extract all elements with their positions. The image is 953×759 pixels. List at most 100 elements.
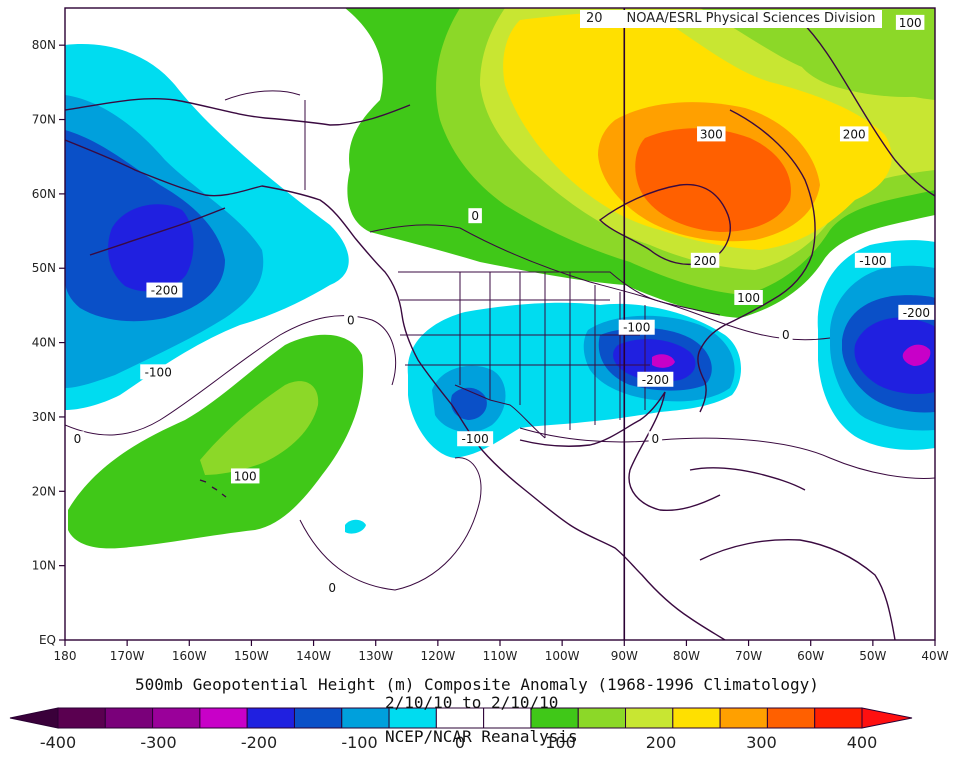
date-range: 2/10/10 to 2/10/10 (385, 693, 559, 712)
contour-label: -100 (623, 321, 650, 335)
coast-aleutians (89, 207, 226, 256)
contour-label-box (779, 327, 793, 343)
contour-label: 100 (234, 469, 257, 483)
lon-tick-label: 70W (735, 649, 762, 663)
latitude-axis: EQ 10N 20N 30N 40N 50N 60N 70N 80N (32, 38, 65, 647)
border-us-canada (398, 271, 721, 316)
lon-tick-label: 160W (172, 649, 207, 663)
contour-label-box (898, 304, 935, 320)
lon-tick-label: 140W (296, 649, 331, 663)
colorbar-segment (672, 707, 721, 729)
contour-label-box (734, 289, 763, 305)
contour-label-box (230, 468, 260, 484)
contour-label: 200 (843, 127, 866, 141)
lon-tick-label: 130W (358, 649, 393, 663)
us-trough-300-se (652, 354, 675, 368)
contour-label-box (697, 126, 726, 142)
contour-label: 0 (347, 313, 355, 327)
contour-label: -200 (151, 284, 178, 298)
lon-tick-label: 100W (545, 649, 580, 663)
contour-label-box (637, 371, 674, 387)
coast-alaska-north (65, 97, 411, 126)
credit-text: NOAA/ESRL Physical Sciences Division (626, 11, 876, 26)
lat-tick-label: 20N (32, 484, 56, 498)
pacific-pos-150 (200, 381, 319, 475)
lat-tick-label: EQ (39, 633, 56, 647)
contour-zero-west (65, 315, 397, 436)
contour-label: -200 (642, 373, 669, 387)
contour-label: 0 (328, 581, 336, 595)
contour-label-box (140, 364, 177, 380)
contour-label: -100 (145, 365, 172, 379)
lon-tick-label: 120W (420, 649, 455, 663)
gulf-alaska-trough-250 (108, 204, 194, 292)
colorbar-segment (341, 707, 390, 729)
contour-label: 0 (74, 432, 82, 446)
colorbar-segment (246, 707, 295, 729)
colorbar-min-arrow (9, 707, 59, 729)
contour-label-box (618, 319, 655, 335)
border-state-grid (400, 272, 650, 438)
negative-anomaly-fields (65, 44, 935, 534)
contour-label-box (457, 431, 494, 447)
coast-gulf-mexico (519, 391, 721, 512)
contour-label-box (690, 252, 720, 268)
colorbar-segment (766, 707, 816, 729)
colorbar-segment (104, 707, 154, 729)
credit-banner: 20 NOAA/ESRL Physical Sciences Division (580, 10, 882, 28)
lat-tick-label: 30N (32, 410, 56, 424)
contour-label-box (839, 126, 869, 142)
atlantic-trough-300 (902, 344, 931, 366)
colorbar-segment (293, 707, 343, 729)
colorbar-tick-label: 400 (847, 733, 878, 752)
lat-tick-label: 80N (32, 38, 56, 52)
colorbar-segment (625, 707, 674, 729)
lat-tick-label: 40N (32, 336, 56, 350)
colorbar-tick-label: 100 (545, 733, 576, 752)
colorbar-tick-label: -400 (40, 733, 76, 752)
contour-labels: -200 -100 0 100 0 0 0 -100 -100 -200 0 300 200 100 0 20… (70, 14, 935, 595)
coast-south-america (699, 538, 896, 640)
lon-tick-label: 60W (797, 649, 824, 663)
colorbar-tick-label: 300 (746, 733, 777, 752)
coast-caribbean-islands (689, 467, 806, 491)
zero-contours (65, 90, 935, 591)
lon-tick-label: 50W (859, 649, 886, 663)
lon-tick-label: 40W (921, 649, 948, 663)
contour-label-box (895, 14, 925, 30)
coast-labrador-east (697, 109, 816, 413)
colorbar-segment (577, 707, 627, 729)
contour-label: 0 (782, 328, 790, 342)
contour-label-box (468, 208, 482, 224)
positive-anomaly-fields (68, 8, 935, 549)
lon-tick-label: 180 (54, 649, 77, 663)
coast-hudson-bay (598, 183, 731, 266)
contour-zero-north (369, 224, 831, 341)
contour-label-box (325, 579, 339, 595)
contour-label: 300 (700, 127, 723, 141)
contour-label-box (344, 312, 358, 328)
contour-label: -200 (903, 306, 930, 320)
contour-minus100-alaska (224, 90, 301, 101)
colorbar-segment (57, 707, 106, 729)
lon-tick-label: 170W (110, 649, 145, 663)
contour-label: 100 (737, 291, 760, 305)
colorbar-tick-label: 200 (646, 733, 677, 752)
contour-label: 200 (694, 254, 717, 268)
contour-label: -100 (859, 254, 886, 268)
contour-label-box (854, 252, 891, 268)
us-trough-200-sw (450, 387, 487, 420)
chart-title: 500mb Geopotential Height (m) Composite … (135, 675, 819, 694)
colorbar-tick-label: 0 (455, 733, 465, 752)
credit-cut-digits: 20 (586, 11, 603, 26)
pacific-small-neg (345, 519, 366, 534)
colorbar-segment (152, 707, 201, 729)
contour-label: -100 (462, 432, 489, 446)
colorbar-tick-label: -200 (241, 733, 277, 752)
coast-hawaii (199, 479, 227, 498)
lat-tick-label: 50N (32, 261, 56, 275)
political-borders (304, 100, 721, 439)
colorbar-tick-label: -300 (140, 733, 176, 752)
contour-label-box (146, 282, 183, 298)
